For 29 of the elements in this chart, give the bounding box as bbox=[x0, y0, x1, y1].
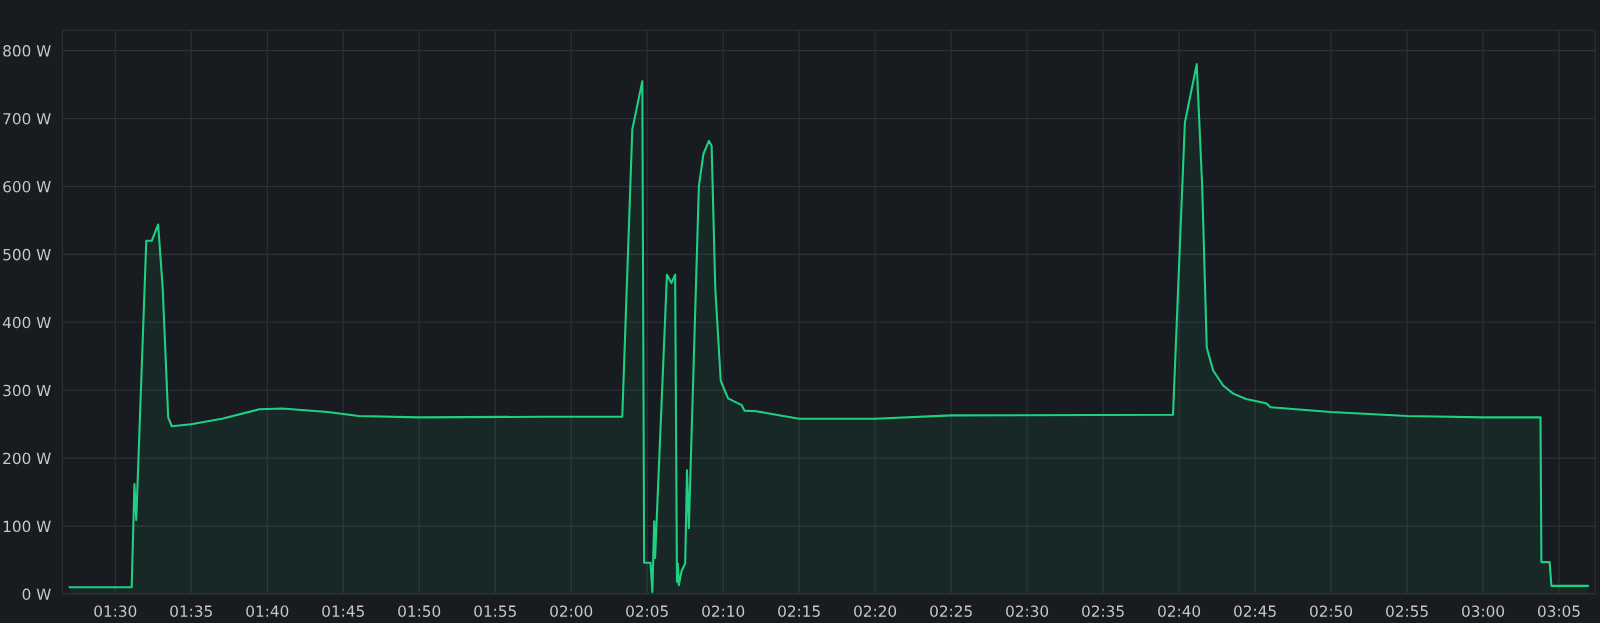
x-tick-label: 03:05 bbox=[1537, 605, 1580, 617]
x-tick-label: 02:20 bbox=[854, 605, 897, 617]
x-tick-label: 02:25 bbox=[930, 605, 972, 617]
x-tick-label: 01:40 bbox=[246, 605, 289, 617]
x-tick-label: 01:35 bbox=[170, 605, 212, 617]
x-tick-label: 02:10 bbox=[702, 605, 745, 617]
x-tick-label: 01:45 bbox=[322, 605, 364, 617]
y-tick-label: 0 W bbox=[22, 588, 51, 601]
y-tick-label: 500 W bbox=[3, 248, 51, 261]
x-tick-label: 02:55 bbox=[1386, 605, 1428, 617]
x-tick-label: 01:50 bbox=[398, 605, 441, 617]
x-tick-label: 02:35 bbox=[1082, 605, 1124, 617]
y-tick-label: 300 W bbox=[3, 384, 51, 397]
y-tick-label: 400 W bbox=[2, 316, 51, 329]
x-tick-label: 01:55 bbox=[474, 605, 516, 617]
y-tick-label: 700 W bbox=[3, 112, 51, 125]
x-tick-label: 02:15 bbox=[778, 605, 820, 617]
x-tick-label: 02:30 bbox=[1006, 605, 1049, 617]
x-tick-label: 02:45 bbox=[1234, 605, 1276, 617]
y-tick-label: 600 W bbox=[3, 180, 51, 193]
x-tick-label: 02:00 bbox=[550, 605, 593, 617]
x-tick-label: 02:40 bbox=[1158, 605, 1201, 617]
x-tick-label: 03:00 bbox=[1462, 605, 1505, 617]
y-tick-label: 100 W bbox=[3, 520, 51, 533]
y-tick-label: 800 W bbox=[3, 45, 51, 57]
x-tick-label: 01:30 bbox=[94, 605, 137, 617]
y-tick-label: 200 W bbox=[3, 452, 51, 465]
x-tick-label: 02:50 bbox=[1310, 605, 1353, 617]
x-tick-label: 02:05 bbox=[626, 605, 668, 617]
